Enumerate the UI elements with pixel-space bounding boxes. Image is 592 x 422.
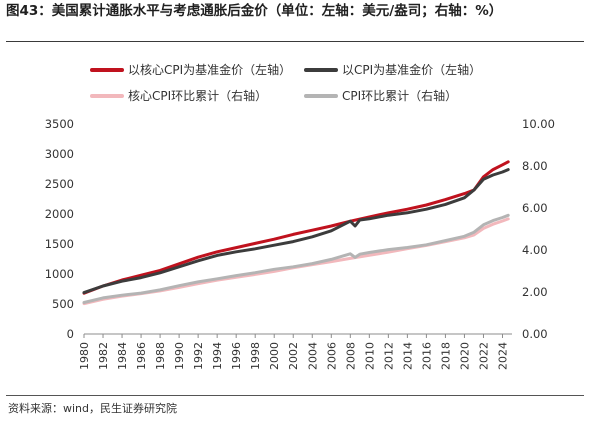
y-left-tick-label: 2000: [45, 207, 74, 221]
chart: 以核心CPI为基准金价（左轴） 以CPI为基准金价（左轴） 核心CPI环比累计（右轴…: [45, 62, 555, 370]
x-tick-label: 2002: [287, 342, 300, 370]
x-tick-label: 2010: [363, 342, 376, 370]
y-right-tick-label: 2.00: [522, 285, 548, 299]
chart-title: 图43：美国累计通胀水平与考虑通胀后金价（单位：左轴：美元/盎司；右轴：%）: [6, 3, 503, 19]
x-tick-label: 1994: [211, 342, 224, 370]
y-left-tick-label: 3000: [45, 147, 74, 161]
x-tick-label: 2020: [458, 342, 471, 370]
x-tick-label: 1980: [78, 342, 91, 370]
legend-label: 以核心CPI为基准金价（左轴）: [128, 62, 291, 77]
x-tick-label: 2004: [306, 342, 319, 370]
x-tick-label: 1986: [135, 342, 148, 370]
x-tick-label: 1992: [192, 342, 205, 370]
x-tick-label: 2000: [268, 342, 281, 370]
legend-label: 以CPI为基准金价（左轴）: [342, 62, 481, 77]
x-tick-label: 2016: [420, 342, 433, 370]
chart-series: [82, 160, 510, 306]
x-tick-label: 2012: [382, 342, 395, 370]
y-right-tick-label: 8.00: [522, 159, 548, 173]
series-line: [82, 213, 510, 304]
x-tick-label: 2008: [344, 342, 357, 370]
y-left-tick-label: 2500: [45, 177, 74, 191]
chart-legend: 以核心CPI为基准金价（左轴） 以CPI为基准金价（左轴） 核心CPI环比累计（右轴…: [90, 62, 481, 103]
x-tick-label: 2006: [325, 342, 338, 370]
title-divider: [6, 41, 584, 42]
y-left-tick-label: 3500: [45, 117, 74, 131]
series-line: [82, 168, 510, 295]
y-left-tick-label: 1000: [45, 267, 74, 281]
x-tick-label: 1984: [116, 342, 129, 370]
x-tick-label: 1990: [173, 342, 186, 370]
x-tick-label: 2022: [477, 342, 490, 370]
y-right-tick-label: 10.00: [522, 117, 555, 131]
x-tick-label: 1988: [154, 342, 167, 370]
x-tick-label: 2014: [401, 342, 414, 370]
y-right-tick-label: 4.00: [522, 243, 548, 257]
x-tick-label: 1996: [230, 342, 243, 370]
y-right-tick-label: 0.00: [522, 327, 548, 341]
x-tick-label: 1998: [249, 342, 262, 370]
y-left-tick-label: 500: [52, 297, 74, 311]
x-tick-label: 2018: [439, 342, 452, 370]
source-note: 资料来源：wind，民生证券研究院: [8, 402, 178, 415]
x-tick-label: 1982: [97, 342, 110, 370]
series-line: [82, 160, 510, 295]
y-left-tick-label: 1500: [45, 237, 74, 251]
chart-axes: 0 500 1000 1500 2000 2500 3000 3500 0.00 2.00 4.00…: [45, 117, 555, 370]
y-right-tick-label: 6.00: [522, 201, 548, 215]
x-tick-label: 2024: [496, 342, 509, 370]
legend-label: 核心CPI环比累计（右轴）: [128, 88, 267, 103]
legend-label: CPI环比累计（右轴）: [342, 88, 457, 103]
footer-divider: [6, 395, 584, 396]
y-left-tick-label: 0: [67, 327, 74, 341]
